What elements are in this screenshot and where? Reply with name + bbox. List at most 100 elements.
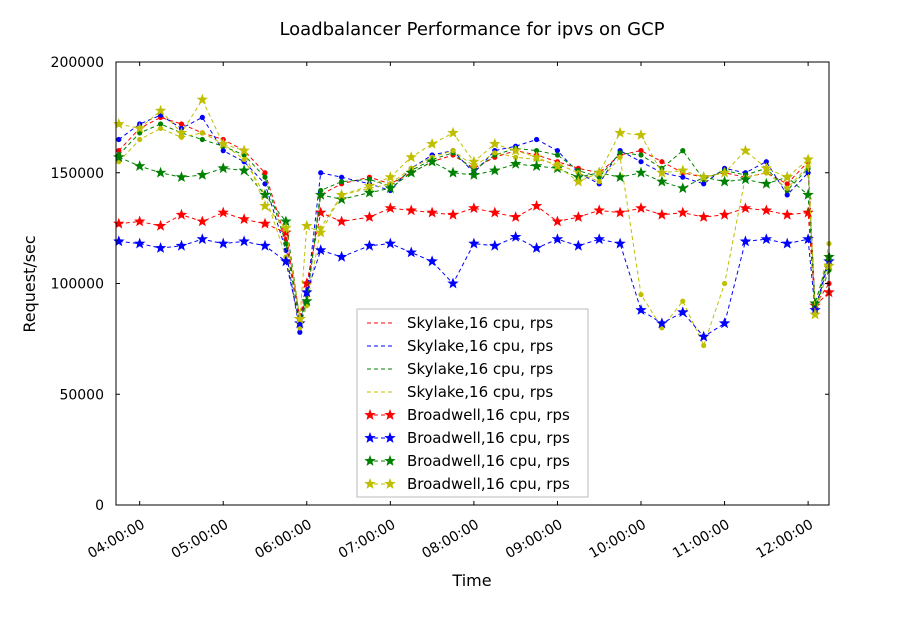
data-point-star bbox=[294, 312, 306, 324]
data-point bbox=[638, 159, 644, 165]
data-point bbox=[262, 174, 268, 180]
legend-item: Broadwell,16 cpu, rps bbox=[364, 429, 570, 447]
legend-item: Broadwell,16 cpu, rps bbox=[364, 475, 570, 493]
data-point bbox=[533, 148, 540, 154]
y-tick-label: 100000 bbox=[51, 277, 104, 293]
data-point-star bbox=[335, 250, 348, 262]
legend-item: Broadwell,16 cpu, rps bbox=[364, 452, 570, 470]
data-point-star bbox=[196, 233, 208, 245]
data-point-star bbox=[593, 233, 605, 245]
data-point-star bbox=[614, 206, 626, 218]
data-point-star bbox=[280, 226, 292, 238]
data-point-star bbox=[677, 206, 689, 218]
series-line bbox=[118, 123, 830, 324]
legend-label: Skylake,16 cpu, rps bbox=[407, 337, 553, 355]
data-point-star bbox=[335, 188, 348, 200]
data-point-star bbox=[468, 237, 480, 249]
data-point-star bbox=[718, 175, 731, 187]
data-point bbox=[721, 280, 728, 287]
data-point-star bbox=[175, 208, 188, 220]
data-point-star bbox=[530, 242, 543, 253]
data-point-star bbox=[259, 217, 271, 229]
data-point-star bbox=[196, 93, 208, 105]
legend-marker bbox=[384, 432, 396, 443]
data-point-star bbox=[175, 239, 188, 251]
legend-box bbox=[356, 308, 589, 498]
data-point-star bbox=[656, 317, 668, 329]
data-point-star bbox=[280, 215, 292, 227]
data-point bbox=[157, 121, 164, 127]
data-point-star bbox=[447, 166, 459, 178]
data-point-star bbox=[698, 211, 710, 222]
y-tick-label: 200000 bbox=[51, 55, 104, 71]
data-point-star bbox=[301, 219, 313, 231]
data-point bbox=[533, 136, 540, 143]
data-point-star bbox=[426, 155, 438, 167]
data-point-star bbox=[217, 237, 229, 249]
data-point-star bbox=[510, 211, 522, 222]
data-point-star bbox=[718, 317, 731, 329]
x-tick-label: 06:00:00 bbox=[252, 517, 314, 562]
data-point-star bbox=[572, 175, 584, 187]
data-point bbox=[178, 121, 185, 127]
data-point-star bbox=[217, 206, 229, 218]
data-point-star bbox=[280, 222, 292, 233]
data-point bbox=[680, 298, 686, 304]
data-point-star bbox=[489, 206, 501, 218]
data-point bbox=[338, 179, 345, 185]
legend: Skylake,16 cpu, rps Skylake,16 cpu, rps Sk… bbox=[356, 308, 589, 498]
data-point-star bbox=[259, 188, 271, 200]
data-point-star bbox=[635, 129, 647, 140]
data-point-star bbox=[489, 164, 501, 176]
data-point-star bbox=[426, 206, 438, 218]
data-point-star bbox=[238, 144, 250, 156]
data-point-star bbox=[698, 171, 710, 182]
data-point bbox=[513, 154, 519, 160]
data-point bbox=[763, 159, 769, 165]
data-point-star bbox=[510, 231, 522, 242]
data-point-star bbox=[113, 151, 125, 163]
data-point-star bbox=[739, 202, 752, 213]
data-point-star bbox=[238, 235, 250, 247]
data-point bbox=[492, 150, 498, 156]
legend-marker bbox=[364, 478, 376, 489]
data-point-star bbox=[405, 151, 417, 163]
data-point-star bbox=[781, 237, 793, 249]
data-point-star bbox=[113, 235, 125, 247]
data-point-star bbox=[154, 166, 167, 178]
data-point-star bbox=[572, 211, 584, 222]
data-point-star bbox=[718, 166, 731, 178]
legend-item: Skylake,16 cpu, rps bbox=[367, 360, 553, 378]
data-point bbox=[617, 154, 623, 160]
data-point bbox=[554, 148, 561, 154]
data-point bbox=[659, 159, 665, 165]
y-tick-label: 50000 bbox=[59, 387, 104, 403]
data-point bbox=[366, 176, 373, 182]
data-point bbox=[701, 181, 707, 187]
data-point-star bbox=[384, 171, 396, 182]
data-point-star bbox=[315, 226, 327, 238]
x-tick-label: 09:00:00 bbox=[503, 517, 565, 562]
data-point-star bbox=[134, 122, 146, 134]
legend-label: Broadwell,16 cpu, rps bbox=[407, 429, 570, 447]
legend-marker bbox=[364, 409, 376, 420]
data-point-star bbox=[530, 160, 543, 171]
data-point bbox=[450, 148, 456, 154]
data-point-star bbox=[739, 144, 752, 156]
data-point-star bbox=[426, 255, 438, 267]
data-point-star bbox=[802, 153, 814, 165]
data-point-star bbox=[809, 308, 821, 320]
data-point bbox=[241, 156, 247, 163]
data-point-star bbox=[802, 233, 814, 245]
data-point bbox=[199, 136, 205, 143]
data-point-star bbox=[363, 239, 376, 251]
data-point-star bbox=[468, 155, 480, 167]
data-point-star bbox=[426, 138, 438, 149]
x-tick-label: 07:00:00 bbox=[336, 517, 398, 562]
x-tick-label: 10:00:00 bbox=[587, 517, 649, 562]
data-point-star bbox=[739, 173, 752, 185]
data-point-star bbox=[134, 237, 146, 249]
data-point bbox=[596, 179, 602, 185]
data-point-star bbox=[113, 118, 125, 129]
